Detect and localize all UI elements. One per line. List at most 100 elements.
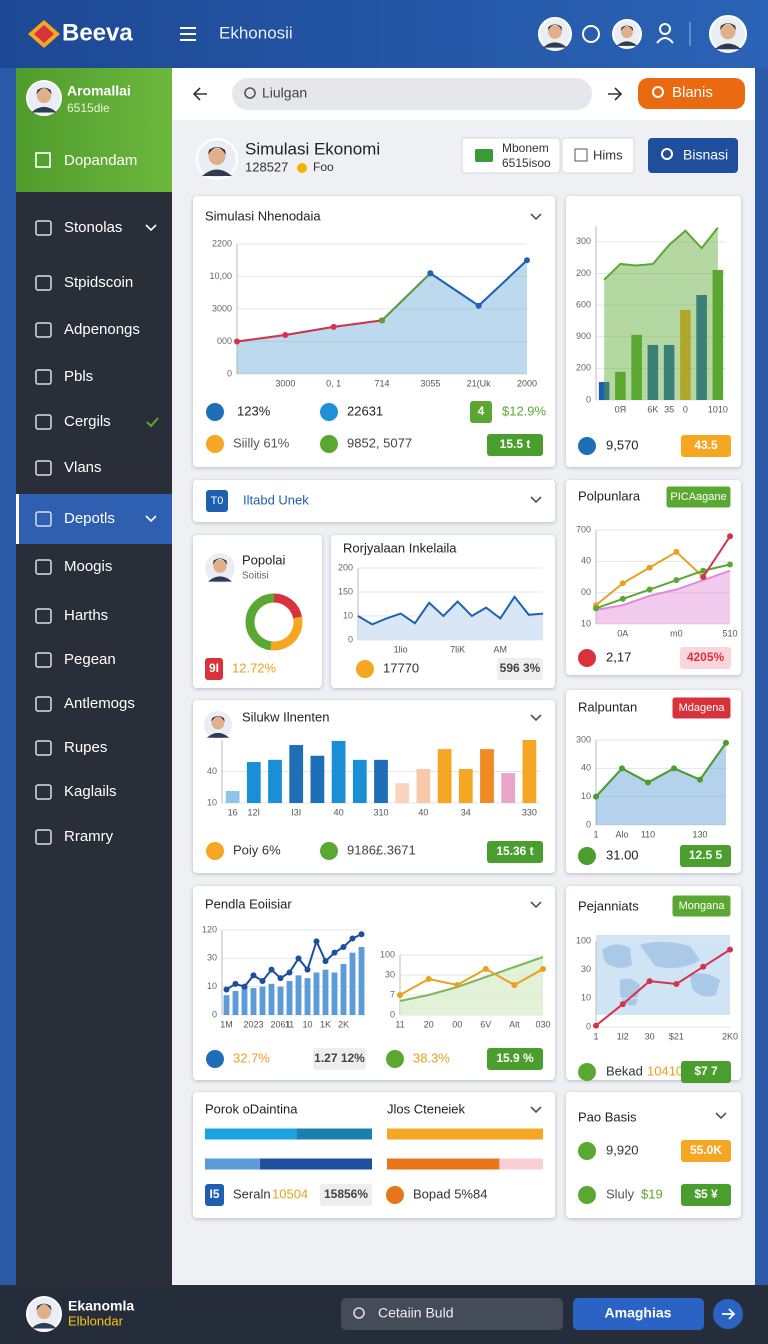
point xyxy=(232,980,239,987)
search-icon xyxy=(244,87,256,99)
chevron[interactable] xyxy=(530,1106,542,1114)
badge xyxy=(665,485,732,509)
y-tick-label: 200 xyxy=(338,562,353,572)
x-tick-label: 714 xyxy=(374,378,389,388)
avatar-hair xyxy=(36,1303,52,1311)
stat-value: Bopad 5%84 xyxy=(413,1186,487,1201)
search-box[interactable] xyxy=(232,78,592,110)
item-icon xyxy=(578,847,596,865)
forward-arrow[interactable] xyxy=(608,87,623,101)
nav-item: Pegean xyxy=(64,651,116,668)
point xyxy=(645,779,651,786)
chevron[interactable] xyxy=(145,515,157,523)
bar xyxy=(598,381,610,400)
x-tick-label: 6K xyxy=(647,404,658,414)
nav-icon xyxy=(35,652,52,668)
search-text: Liulgan xyxy=(262,85,307,101)
card xyxy=(193,196,555,467)
x-tick-label: 10 xyxy=(302,1019,312,1029)
search-button[interactable] xyxy=(648,138,738,173)
chevron[interactable] xyxy=(530,901,542,909)
pill-label: 15.36 t xyxy=(496,844,533,858)
progress-fill xyxy=(205,1158,261,1170)
x-tick-label: 34 xyxy=(461,807,471,817)
card-title: Rorjyalaan Inkelaila xyxy=(343,540,457,555)
chevron[interactable] xyxy=(145,224,157,232)
badge-label: PICAagane xyxy=(670,491,726,503)
area xyxy=(596,570,730,624)
chevron[interactable] xyxy=(530,496,542,504)
card xyxy=(331,535,555,688)
x-tick-label: 30 xyxy=(645,1031,655,1041)
avatar-body xyxy=(616,41,638,46)
bar xyxy=(340,964,347,1015)
bar xyxy=(268,759,282,803)
nav-icon xyxy=(35,559,52,575)
primary-button[interactable] xyxy=(638,78,745,109)
pill-label: 4205% xyxy=(687,650,725,664)
item-icon xyxy=(206,1050,224,1068)
chevron[interactable] xyxy=(715,1112,727,1120)
nav-item: Rramry xyxy=(64,828,114,845)
point xyxy=(673,548,680,555)
bar xyxy=(352,759,367,803)
hims-button[interactable] xyxy=(561,137,635,174)
badge xyxy=(671,894,732,918)
point xyxy=(277,975,284,982)
y-tick-label: 0 xyxy=(586,394,591,404)
point xyxy=(673,577,680,584)
footer-sub: Elblondar xyxy=(68,1313,124,1328)
badge xyxy=(671,696,732,720)
chevron[interactable] xyxy=(530,213,542,221)
item-icon xyxy=(206,403,224,421)
pill xyxy=(320,1184,372,1206)
y-tick-label: 30 xyxy=(385,969,395,979)
point xyxy=(322,958,329,965)
point xyxy=(482,966,489,972)
progress-fill xyxy=(387,1158,500,1170)
page-title: Simulasi Ekonomi xyxy=(245,139,380,158)
point xyxy=(700,574,707,580)
avatar-hair xyxy=(620,25,634,32)
stat-value: 10410 xyxy=(647,1063,683,1078)
card-subtitle: Soitisi xyxy=(242,571,269,582)
compare-button[interactable] xyxy=(461,137,561,174)
search-icon xyxy=(353,1307,365,1319)
bar xyxy=(268,983,275,1015)
nav-icon xyxy=(35,608,52,624)
user-icon xyxy=(659,23,671,35)
x-tick-label: Alt xyxy=(509,1019,520,1029)
card-title: Jlos Cteneiek xyxy=(387,1101,466,1116)
pill xyxy=(681,1061,731,1083)
line xyxy=(603,226,719,281)
avatar-face xyxy=(720,24,736,40)
nav-icon xyxy=(35,322,52,338)
footer-search[interactable] xyxy=(341,1298,563,1330)
card-title: Ralpuntan xyxy=(578,699,637,714)
pill xyxy=(681,1140,731,1162)
chevron[interactable] xyxy=(530,714,542,722)
stat-value: 9,920 xyxy=(606,1142,639,1157)
stat-value: 2,17 xyxy=(606,649,631,664)
badge-label: Mongana xyxy=(679,900,726,912)
back-arrow[interactable] xyxy=(192,87,207,101)
pill xyxy=(205,1184,224,1206)
y-tick-label: 10 xyxy=(343,610,353,620)
area xyxy=(400,957,543,1015)
footer-button[interactable] xyxy=(573,1298,704,1330)
pill-label: 9I xyxy=(209,661,219,675)
x-tick-label: 2000 xyxy=(517,378,537,388)
map-land xyxy=(640,941,700,968)
nav-icon xyxy=(35,696,52,712)
line xyxy=(595,742,727,798)
map-land xyxy=(602,944,632,968)
page-tag: Foo xyxy=(313,160,334,174)
x-tick-label: 0Я xyxy=(615,404,627,414)
stat-value: 9186£.3671 xyxy=(347,842,416,857)
y-tick-label: 120 xyxy=(202,924,217,934)
x-tick-label: 2023 xyxy=(243,1019,263,1029)
card xyxy=(566,690,741,873)
avatar-hair xyxy=(211,716,225,722)
nav-item: Stpidscoin xyxy=(64,274,133,291)
nav-icon xyxy=(35,220,52,236)
